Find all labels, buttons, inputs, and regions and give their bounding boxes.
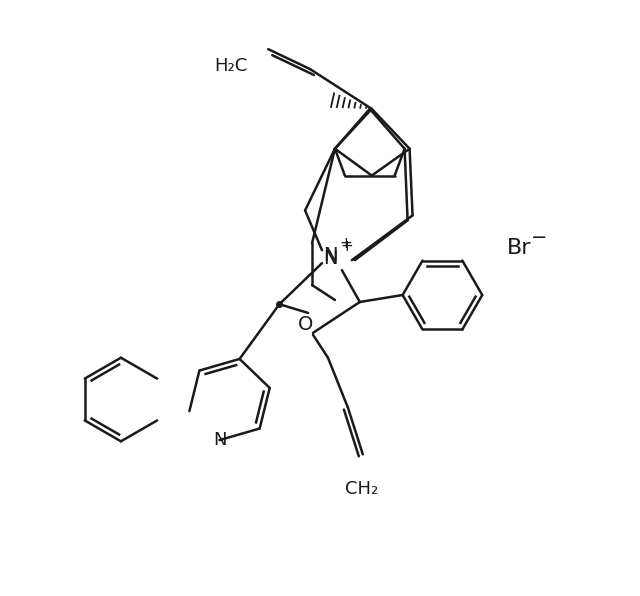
Text: O: O <box>298 315 313 334</box>
Text: +: + <box>339 236 352 251</box>
Text: N: N <box>323 246 337 265</box>
Text: H₂C: H₂C <box>214 57 247 75</box>
Text: Br: Br <box>507 238 532 258</box>
Text: N: N <box>212 431 227 449</box>
Text: −: − <box>531 228 547 247</box>
Text: +: + <box>340 239 353 254</box>
Text: N: N <box>323 249 337 268</box>
Text: CH₂: CH₂ <box>345 480 378 498</box>
